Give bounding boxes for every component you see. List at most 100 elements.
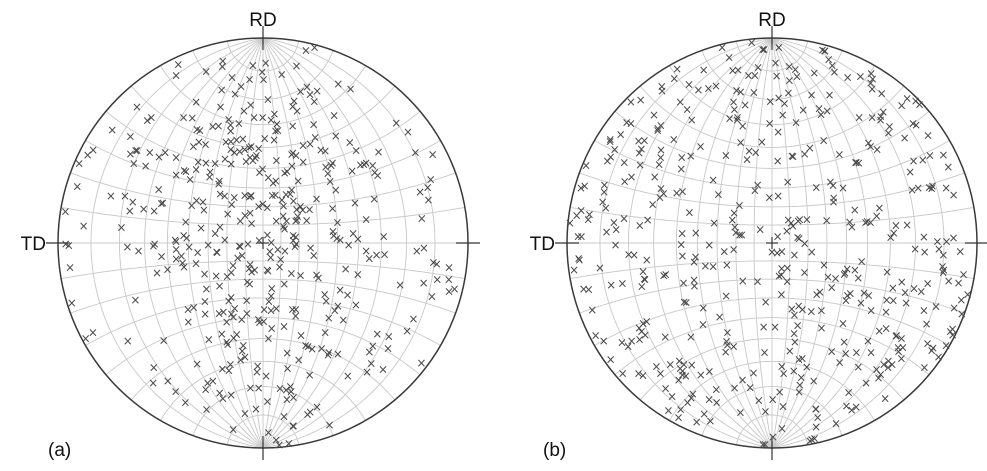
pole-point-marker: × [635, 158, 645, 172]
pole-point-marker: × [729, 206, 739, 220]
pole-point-marker: × [226, 135, 236, 149]
pole-point-marker: × [235, 240, 245, 254]
pole-point-marker: × [794, 352, 804, 366]
pole-point-marker: × [773, 154, 783, 168]
pole-point-marker: × [106, 189, 116, 203]
pole-point-marker: × [634, 146, 644, 160]
pole-point-marker: × [902, 91, 912, 105]
pole-point-marker: × [704, 365, 714, 379]
pole-point-marker: × [245, 206, 255, 220]
pole-point-marker: × [419, 276, 429, 290]
pole-point-marker: × [265, 244, 275, 258]
pole-point-marker: × [863, 334, 873, 348]
pole-point-marker: × [601, 201, 611, 215]
pole-point-marker: × [248, 59, 258, 73]
pole-point-marker: × [949, 188, 959, 202]
pole-point-marker: × [686, 391, 696, 405]
pole-point-marker: × [262, 228, 272, 242]
pole-point-marker: × [703, 81, 713, 95]
pole-point-marker: × [840, 266, 850, 280]
pole-point-marker: × [928, 341, 938, 355]
pole-point-marker: × [323, 348, 333, 362]
pole-point-marker: × [266, 304, 276, 318]
pole-point-marker: × [725, 112, 735, 126]
pole-point-marker: × [945, 325, 955, 339]
axis-ticks-b [555, 26, 987, 460]
pole-point-marker: × [863, 136, 873, 150]
pole-point-marker: × [171, 385, 181, 399]
pole-point-marker: × [819, 134, 829, 148]
pole-point-marker: × [275, 381, 285, 395]
pole-point-marker: × [711, 79, 721, 93]
pole-point-marker: × [886, 231, 896, 245]
pole-point-marker: × [191, 95, 201, 109]
pole-point-marker: × [217, 362, 227, 376]
pole-point-marker: × [298, 138, 308, 152]
pole-point-marker: × [733, 63, 743, 77]
pole-point-marker: × [656, 150, 666, 164]
pole-point-marker: × [687, 113, 697, 127]
pole-point-marker: × [369, 192, 379, 206]
pole-point-marker: × [321, 160, 331, 174]
pole-point-marker: × [745, 381, 755, 395]
pole-point-marker: × [331, 129, 341, 143]
pole-point-marker: × [353, 267, 363, 281]
pole-point-marker: × [679, 358, 689, 372]
pole-point-marker: × [287, 148, 297, 162]
pole-point-marker: × [107, 123, 117, 137]
pole-point-marker: × [656, 182, 666, 196]
pole-point-marker: × [691, 226, 701, 240]
pole-point-marker: × [875, 113, 885, 127]
pole-point-marker: × [938, 266, 948, 280]
pole-point-marker: × [332, 231, 342, 245]
pole-point-marker: × [932, 234, 942, 248]
pole-point-marker: × [682, 102, 692, 116]
pole-point-marker: × [857, 255, 867, 269]
pole-point-marker: × [913, 181, 923, 195]
pole-point-marker: × [923, 129, 933, 143]
pole-point-marker: × [295, 200, 305, 214]
pole-point-marker: × [782, 224, 792, 238]
pole-point-marker: × [829, 65, 839, 79]
pole-point-marker: × [636, 142, 646, 156]
pole-point-marker: × [383, 342, 393, 356]
pole-point-marker: × [263, 332, 273, 346]
pole-point-marker: × [316, 143, 326, 157]
pole-point-marker: × [839, 267, 849, 281]
pole-point-marker: × [345, 136, 355, 150]
pole-point-marker: × [851, 156, 861, 170]
pole-point-marker: × [595, 261, 605, 275]
pole-point-marker: × [795, 378, 805, 392]
pole-point-marker: × [827, 281, 837, 295]
pole-point-marker: × [776, 268, 786, 282]
pole-point-marker: × [841, 399, 851, 413]
pole-point-marker: × [254, 200, 264, 214]
pole-point-marker: × [732, 111, 742, 125]
pole-point-marker: × [259, 315, 269, 329]
pole-point-marker: × [601, 225, 611, 239]
pole-point-marker: × [676, 402, 686, 416]
pole-point-marker: × [711, 383, 721, 397]
pole-point-marker: × [188, 139, 198, 153]
pole-point-marker: × [324, 418, 334, 432]
pole-point-marker: × [237, 312, 247, 326]
pole-point-marker: × [240, 143, 250, 157]
pole-point-marker: × [331, 183, 341, 197]
pole-point-marker: × [224, 113, 234, 127]
pole-point-marker: × [282, 392, 292, 406]
pole-point-marker: × [309, 41, 319, 55]
pole-point-marker: × [922, 337, 932, 351]
pole-point-marker: × [721, 335, 731, 349]
pole-point-marker: × [789, 364, 799, 378]
pole-point-marker: × [758, 438, 768, 452]
pole-point-marker: × [750, 184, 760, 198]
pole-point-marker: × [816, 304, 826, 318]
pole-point-marker: × [324, 311, 334, 325]
pole-point-marker: × [187, 199, 197, 213]
pole-point-marker: × [619, 212, 629, 226]
pole-point-marker: × [324, 346, 334, 360]
pole-point-marker: × [828, 195, 838, 209]
pole-point-marker: × [722, 258, 732, 272]
rd-label-a: RD [249, 10, 276, 31]
pole-point-marker: × [271, 301, 281, 315]
